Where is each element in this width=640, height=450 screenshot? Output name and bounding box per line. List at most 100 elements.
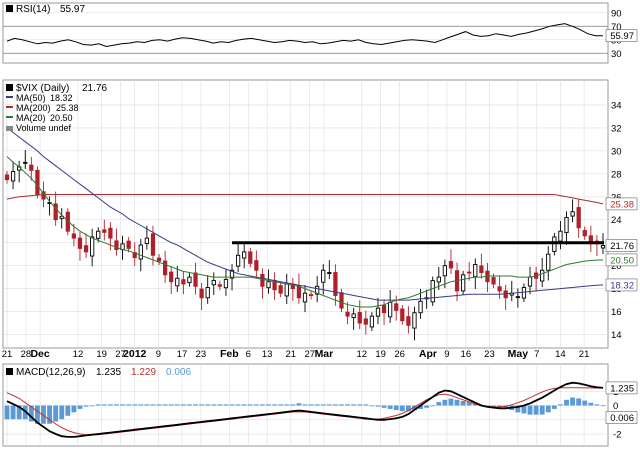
x-tick-label: 12: [356, 349, 367, 360]
candle: [418, 288, 423, 319]
rsi-legend-label: RSI(14): [16, 4, 50, 15]
candle-body: [187, 276, 192, 284]
price-tag-ma20-box: [605, 253, 638, 267]
x-tick-label: 19: [96, 349, 107, 360]
volume-legend-label: Volume undef: [16, 123, 72, 133]
macd-hist-bar: [4, 405, 10, 420]
ma200-legend-swatch: [6, 106, 13, 108]
macd-legend-hist: 0.006: [166, 367, 191, 378]
macd-hist-bar: [223, 404, 229, 406]
candle: [576, 199, 581, 238]
candle: [65, 208, 70, 236]
ma20-line: [6, 156, 604, 308]
x-tick-label: Feb: [220, 348, 239, 360]
candle: [558, 221, 563, 250]
candle-body: [242, 251, 247, 259]
macd-legend-signal: 1.229: [131, 367, 156, 378]
candle: [108, 222, 113, 251]
candle-body: [4, 174, 10, 181]
candle-body: [375, 307, 381, 317]
macd-hist-bar: [71, 405, 77, 413]
price-tick-label: 24: [611, 215, 622, 226]
macd-hist-bar: [308, 404, 314, 406]
x-tick-label: 21: [286, 349, 297, 360]
candle-body: [564, 216, 569, 234]
x-tick-label: 16: [461, 349, 472, 360]
price-tag-close: 21.76: [610, 241, 634, 252]
candle: [223, 269, 229, 296]
candle-body: [205, 287, 210, 299]
candle-body: [308, 294, 314, 297]
macd-hist-bar: [345, 404, 351, 406]
candle-body: [315, 285, 320, 295]
ma20-legend-swatch: [6, 116, 13, 118]
candle: [448, 249, 454, 275]
rsi-line: [6, 23, 603, 48]
candle: [181, 271, 186, 295]
candle-body: [327, 272, 332, 274]
ma200-line: [6, 194, 604, 205]
x-tick-label: 23: [484, 349, 495, 360]
candle-body: [156, 257, 162, 262]
macd-hist-bar: [339, 404, 344, 406]
macd-hist-bar: [16, 405, 22, 420]
macd-hist-bar: [363, 404, 369, 406]
candle-body: [296, 285, 302, 299]
macd-hist-bar: [436, 402, 442, 406]
candle-body: [53, 203, 58, 221]
macd-hist-bar: [582, 400, 588, 406]
x-tick-label: Mar: [315, 348, 334, 360]
macd-histogram: [4, 397, 606, 424]
candle-body: [169, 271, 174, 283]
macd-hist-bar: [217, 404, 223, 406]
candle: [4, 170, 10, 184]
candle-body: [77, 237, 83, 249]
macd-hist-bar: [150, 404, 156, 406]
candle-body: [302, 292, 308, 303]
candle-body: [473, 264, 478, 278]
candle-body: [193, 272, 198, 287]
macd-hist-bar: [332, 404, 338, 406]
x-tick-label: Apr: [419, 348, 437, 360]
candle: [235, 243, 241, 273]
candle: [175, 265, 180, 292]
candle: [515, 288, 520, 308]
candle: [357, 300, 362, 330]
macd-hist-bar: [180, 404, 186, 406]
candle-body: [126, 240, 131, 249]
macd-hist-bar: [600, 405, 606, 407]
rsi-legend-value: 55.97: [60, 4, 85, 15]
candle-body: [96, 230, 101, 239]
rsi-frame: [2, 2, 609, 64]
candle: [83, 233, 89, 258]
macd-hist-bar: [229, 404, 235, 406]
candle-body: [394, 303, 399, 311]
candle: [169, 265, 174, 295]
candle-body: [381, 304, 387, 314]
candle: [156, 254, 162, 266]
candle: [254, 250, 259, 279]
candle: [248, 247, 253, 268]
macd-hist-bar: [10, 405, 16, 420]
price-tick-label: 28: [611, 169, 622, 180]
macd-hist-bar: [454, 399, 460, 406]
macd-hist-bar: [193, 404, 198, 406]
candle: [211, 272, 216, 295]
candle-body: [23, 161, 28, 164]
rsi-tag-label-box: [605, 29, 638, 43]
macd-hist-bar: [77, 405, 83, 409]
macd-hist-bar: [168, 404, 174, 406]
candle: [582, 226, 587, 240]
macd-hist-bar: [284, 404, 290, 406]
ma20-legend-label: MA(20): [16, 113, 46, 123]
macd-hist-bar: [205, 404, 211, 406]
candle: [521, 283, 527, 303]
macd-hist-bar: [460, 400, 466, 406]
x-tick-label: May: [508, 348, 529, 360]
macd-legend-label: MACD(12,26,9): [16, 367, 85, 378]
price-tick-label: 34: [611, 100, 622, 111]
macd-hist-bar: [576, 398, 582, 406]
macd-hist-bar: [247, 404, 253, 406]
